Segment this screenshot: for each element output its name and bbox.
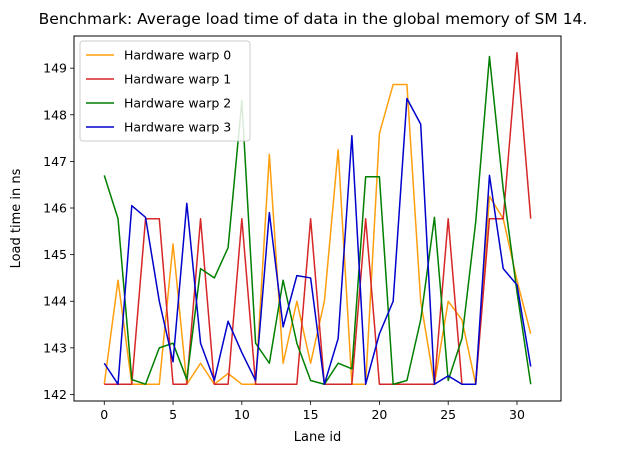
x-tick-label: 5 <box>169 407 177 422</box>
x-axis-label: Lane id <box>294 430 341 445</box>
legend-label-1: Hardware warp 1 <box>124 72 231 87</box>
y-tick-label: 145 <box>43 247 67 262</box>
x-tick-label: 20 <box>371 407 387 422</box>
x-tick-label: 10 <box>234 407 250 422</box>
y-axis-label: Load time in ns <box>9 168 24 268</box>
x-tick-label: 30 <box>509 407 525 422</box>
x-axis: 0 5 10 15 20 25 30 <box>100 401 525 422</box>
y-tick-label: 147 <box>43 154 67 169</box>
series-line-2 <box>103 55 532 385</box>
y-tick-label: 144 <box>43 294 67 309</box>
series-line-3 <box>103 97 532 385</box>
chart-title: Benchmark: Average load time of data in … <box>39 10 588 28</box>
series-lines <box>103 52 532 385</box>
legend-label-0: Hardware warp 0 <box>124 48 231 63</box>
x-tick-label: 0 <box>100 407 108 422</box>
legend: Hardware warp 0 Hardware warp 1 Hardware w… <box>79 40 251 142</box>
y-tick-label: 142 <box>43 387 67 402</box>
legend-label-3: Hardware warp 3 <box>124 120 231 135</box>
x-tick-label: 25 <box>440 407 456 422</box>
series-line-1 <box>104 52 532 385</box>
y-tick-label: 148 <box>43 107 67 122</box>
legend-box <box>79 40 251 142</box>
y-tick-label: 149 <box>43 61 67 76</box>
y-axis: 142 143 144 145 146 147 148 149 <box>43 61 74 402</box>
y-tick-label: 146 <box>43 201 67 216</box>
legend-label-2: Hardware warp 2 <box>124 96 231 111</box>
plot-frame <box>73 35 562 402</box>
x-tick-label: 15 <box>303 407 319 422</box>
y-tick-label: 143 <box>43 340 67 355</box>
